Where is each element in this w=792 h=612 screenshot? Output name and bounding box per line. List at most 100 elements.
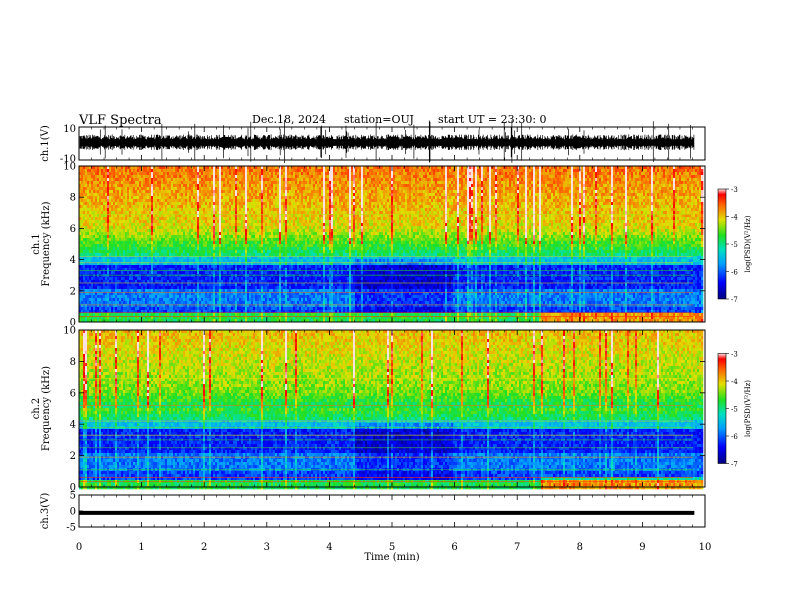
- spectrogram-cell: [117, 172, 119, 175]
- spectrogram-cell: [151, 181, 153, 184]
- spectrogram-cell: [499, 175, 501, 178]
- spectrogram-cell: [147, 187, 149, 190]
- spectrogram-cell: [491, 181, 493, 184]
- spectrogram-cell: [201, 181, 203, 184]
- spectrogram-cell: [443, 175, 445, 178]
- spectrogram-cell: [287, 187, 289, 190]
- spectrogram-cell: [97, 181, 99, 184]
- spectrogram-cell: [137, 172, 139, 175]
- spectrogram-cell: [533, 178, 535, 181]
- spectrogram-cell: [95, 169, 97, 172]
- spectrogram-cell: [125, 172, 127, 175]
- spectrogram-cell: [515, 175, 517, 178]
- spectrogram-cell: [305, 187, 307, 190]
- spectrogram-cell: [673, 184, 675, 187]
- spectrogram-cell: [541, 172, 543, 175]
- spectrogram-cell: [383, 169, 385, 172]
- spectrogram-cell: [185, 190, 187, 193]
- spectrogram-cell: [601, 187, 603, 190]
- spectrogram-cell: [543, 184, 545, 187]
- spectrogram-cell: [171, 169, 173, 172]
- spectrogram-cell: [467, 169, 469, 172]
- spectrogram-cell: [173, 172, 175, 175]
- spectrogram-cell: [275, 181, 277, 184]
- spectrogram-cell: [333, 187, 335, 190]
- spectrogram-cell: [87, 169, 89, 172]
- spectrogram-cell: [267, 175, 269, 178]
- spectrogram-cell: [327, 178, 329, 181]
- spectrogram-cell: [613, 175, 615, 178]
- spectrogram-cell: [119, 181, 121, 184]
- spectrogram-cell: [85, 175, 87, 178]
- spectrogram-cell: [315, 190, 317, 193]
- spectrogram-cell: [379, 175, 381, 178]
- spectrogram-cell: [649, 172, 651, 175]
- spectrogram-cell: [325, 187, 327, 190]
- spectrogram-cell: [613, 184, 615, 187]
- spectrogram-cell: [103, 187, 105, 190]
- spectrogram-cell: [455, 172, 457, 175]
- ch1-waveform-ylabel: ch.1(V): [40, 125, 51, 162]
- spectrogram-cell: [375, 169, 377, 172]
- spectrogram-cell: [387, 187, 389, 190]
- spectrogram-cell: [445, 190, 447, 193]
- spectrogram-cell: [455, 175, 457, 178]
- spectrogram-cell: [221, 187, 223, 190]
- spectrogram-cell: [629, 178, 631, 181]
- spectrogram-cell: [387, 172, 389, 175]
- spectrogram-cell: [685, 175, 687, 178]
- spectrogram-cell: [205, 181, 207, 184]
- spectrogram-cell: [607, 169, 609, 172]
- spectrogram-cell: [339, 184, 341, 187]
- spectrogram-cell: [549, 187, 551, 190]
- spectrogram-cell: [91, 187, 93, 190]
- spectrogram-cell: [241, 178, 243, 181]
- spectrogram-cell: [223, 181, 225, 184]
- spectrogram-cell: [519, 184, 521, 187]
- spectrogram-cell: [443, 172, 445, 175]
- spectrogram-cell: [121, 181, 123, 184]
- spectrogram-cell: [363, 187, 365, 190]
- spectrogram-cell: [663, 181, 665, 184]
- spectrogram-cell: [287, 169, 289, 172]
- spectrogram-cell: [299, 175, 301, 178]
- spectrogram-cell: [445, 172, 447, 175]
- spectrogram-cell: [91, 172, 93, 175]
- spectrogram-cell: [493, 184, 495, 187]
- spectrogram-cell: [415, 175, 417, 178]
- spectrogram-cell: [113, 184, 115, 187]
- spectrogram-cell: [267, 172, 269, 175]
- spectrogram-cell: [601, 169, 603, 172]
- spectrogram-cell: [603, 190, 605, 193]
- spectrogram-cell: [325, 175, 327, 178]
- spectrogram-cell: [373, 181, 375, 184]
- spectrogram-cell: [487, 190, 489, 193]
- spectrogram-cell: [299, 169, 301, 172]
- spectrogram-cell: [197, 187, 199, 190]
- spectrogram-cell: [293, 172, 295, 175]
- spectrogram-cell: [257, 169, 259, 172]
- spectrogram-cell: [161, 175, 163, 178]
- spectrogram-cell: [211, 187, 213, 190]
- spectrogram-cell: [461, 187, 463, 190]
- spectrogram-cell: [561, 169, 563, 172]
- spectrogram-cell: [163, 181, 165, 184]
- spectrogram-cell: [547, 178, 549, 181]
- spectrogram-cell: [495, 175, 497, 178]
- spectrogram-cell: [567, 178, 569, 181]
- spectrogram-cell: [691, 178, 693, 181]
- spectrogram-cell: [559, 169, 561, 172]
- spectrogram-cell: [121, 169, 123, 172]
- spectrogram-cell: [137, 184, 139, 187]
- spectrogram-cell: [569, 184, 571, 187]
- spectrogram-cell: [419, 175, 421, 178]
- spectrogram-cell: [425, 187, 427, 190]
- spectrogram-cell: [403, 190, 405, 193]
- spectrogram-cell: [187, 181, 189, 184]
- spectrogram-cell: [595, 187, 597, 190]
- spectrogram-cell: [285, 181, 287, 184]
- spectrogram-cell: [427, 190, 429, 193]
- spectrogram-cell: [195, 181, 197, 184]
- spectrogram-cell: [83, 190, 85, 193]
- spectrogram-cell: [533, 187, 535, 190]
